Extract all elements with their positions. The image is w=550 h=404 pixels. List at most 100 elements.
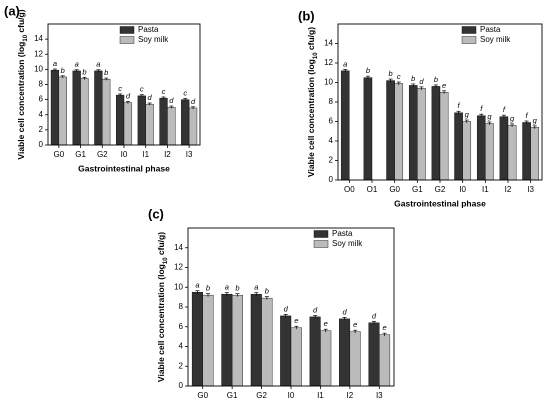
y-axis-label-part: Viable cell concentration (log (156, 264, 166, 382)
axes-frame (337, 23, 543, 181)
significance-letter: c (140, 85, 144, 94)
significance-letter: d (284, 304, 289, 313)
bar (261, 297, 273, 387)
y-tick-label: 8 (179, 302, 184, 311)
error-bar (147, 102, 152, 106)
error-bar (264, 296, 269, 300)
bar (476, 115, 486, 181)
significance-letter: e (382, 323, 386, 332)
error-bar (388, 78, 393, 83)
error-bar (365, 75, 370, 80)
significance-letter: f (526, 111, 529, 120)
bar (123, 102, 133, 146)
error-bar (342, 317, 347, 321)
significance-letter: g (487, 112, 492, 121)
y-tick-label: 4 (329, 136, 334, 145)
bar (202, 294, 214, 387)
error-bar (283, 314, 288, 318)
legend-label: Pasta (480, 25, 501, 34)
significance-letter: d (126, 92, 131, 101)
error-bar (183, 98, 188, 101)
error-bar (125, 101, 130, 104)
x-tick-label: O1 (367, 185, 378, 194)
significance-letter: e (442, 81, 446, 90)
error-bar (323, 328, 328, 333)
error-bar (524, 120, 529, 124)
x-tick-label: I1 (317, 391, 324, 400)
significance-letter: e (294, 316, 298, 325)
significance-letter: e (353, 320, 357, 329)
x-tick-label: G1 (75, 150, 86, 159)
bar (439, 92, 449, 181)
y-axis-label-part: Viable cell concentration (log (16, 42, 26, 160)
bar (522, 122, 531, 181)
legend-label: Soy milk (332, 239, 363, 248)
significance-letter: d (148, 93, 153, 102)
error-bar (343, 68, 348, 73)
x-axis-label: Gastrointestinal phase (394, 198, 486, 208)
bar (159, 97, 168, 146)
bar (102, 79, 111, 146)
x-tick-label: I0 (459, 185, 466, 194)
y-axis-label-part: 10 (163, 257, 169, 264)
bar (250, 293, 262, 387)
bar (115, 94, 125, 146)
significance-letter: g (510, 114, 515, 123)
panel-label: (b) (298, 8, 315, 23)
bar (309, 316, 321, 387)
error-bar (456, 110, 461, 115)
legend-label: Soy milk (138, 35, 169, 44)
significance-letter: d (191, 97, 196, 106)
bar (80, 78, 89, 146)
error-bar (294, 325, 299, 330)
legend-label: Pasta (332, 229, 353, 238)
error-bar (104, 77, 109, 81)
bar (349, 331, 361, 387)
bar (368, 322, 380, 387)
bar (507, 125, 517, 181)
x-tick-label: I0 (121, 150, 128, 159)
significance-letter: d (169, 96, 174, 105)
x-tick-label: G2 (256, 391, 267, 400)
bar (394, 83, 404, 181)
significance-letter: b (104, 68, 108, 77)
error-bar (191, 106, 196, 110)
significance-letter: g (465, 110, 470, 119)
bar (58, 76, 67, 146)
x-tick-label: I0 (288, 391, 295, 400)
legend-swatch (461, 26, 477, 34)
error-bar (532, 125, 537, 129)
y-tick-label: 2 (179, 361, 184, 370)
x-tick-label: G2 (97, 150, 108, 159)
x-tick-label: I3 (186, 150, 193, 159)
error-bar (487, 121, 492, 125)
bar (417, 88, 426, 181)
y-tick-label: 14 (174, 243, 183, 252)
x-tick-label: I2 (347, 391, 354, 400)
x-tick-label: I3 (376, 391, 383, 400)
legend-swatch (313, 240, 329, 248)
bar (408, 85, 418, 181)
bar (530, 127, 540, 181)
error-bar (433, 84, 438, 88)
error-bar (169, 105, 174, 109)
bar (50, 69, 60, 146)
bar (363, 77, 373, 181)
significance-letter: c (183, 88, 187, 97)
bar (167, 106, 176, 146)
error-bar (74, 69, 79, 73)
y-tick-label: 14 (324, 39, 333, 48)
y-tick-label: 10 (34, 64, 43, 73)
significance-letter: d (419, 77, 424, 86)
y-tick-label: 2 (39, 125, 44, 134)
y-tick-label: 12 (324, 58, 333, 67)
bar (94, 70, 103, 146)
y-axis-label: Viable cell concentration (log10 cfu/g) (306, 27, 318, 177)
x-tick-label: I3 (527, 185, 534, 194)
legend-swatch (461, 36, 477, 44)
error-bar (118, 93, 123, 97)
significance-letter: b (389, 69, 393, 78)
error-bar (82, 76, 87, 80)
error-bar (96, 69, 101, 73)
